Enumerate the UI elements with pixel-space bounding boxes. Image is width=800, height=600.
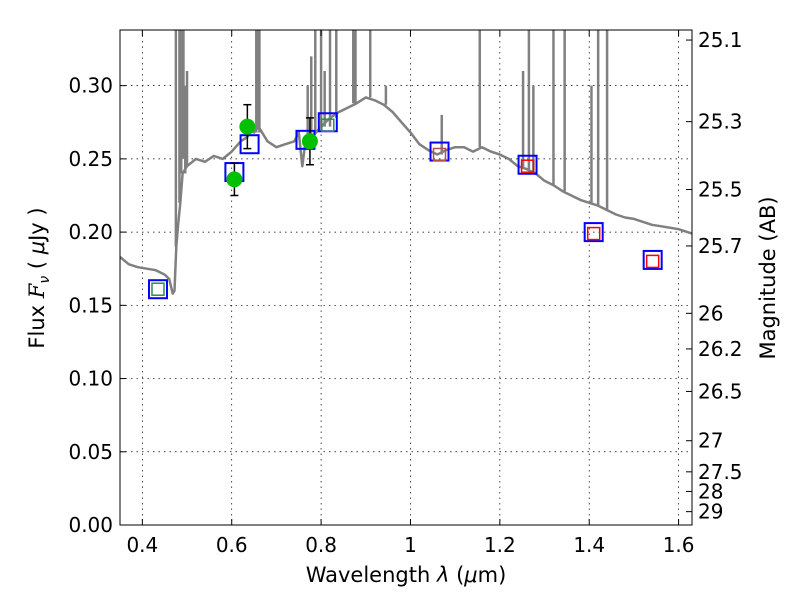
observed-point (226, 171, 243, 188)
y2-tick-label: 26.5 (698, 379, 743, 403)
y-tick-label: 0.15 (68, 293, 113, 317)
x-tick-label: 1 (404, 533, 417, 557)
y2-tick-label: 26.2 (698, 337, 743, 361)
x-axis-title: Wavelength λ (μm) (306, 563, 507, 587)
x-tick-label: 1.4 (573, 533, 605, 557)
y2-tick-label: 25.1 (698, 28, 743, 52)
y2-tick-label: 28 (698, 479, 723, 503)
axis-ticks: 0.4 0.6 0.8 1 1.2 1.4 1.6 0.00 0.05 0.10 0.15 0.20 0… (68, 28, 742, 557)
model-sed-layer (120, 96, 692, 295)
y-tick-label: 0.25 (68, 147, 113, 171)
x-tick-label: 0.8 (305, 533, 337, 557)
synthetic-point-inner (645, 254, 660, 269)
y2-tick-label: 26 (698, 301, 723, 325)
model-sed-line (120, 96, 692, 295)
synthetic-point-inner (586, 226, 601, 241)
y-tick-label: 0.10 (68, 367, 113, 391)
synthetic-point-inner (321, 118, 335, 132)
synthetic-point-blue (642, 249, 663, 270)
x-tick-label: 1.6 (663, 533, 695, 557)
photometry-layer (147, 103, 663, 300)
y2-tick-label: 25.3 (698, 110, 743, 134)
synthetic-point-blue (583, 222, 604, 243)
y-tick-label: 0.30 (68, 74, 113, 98)
synthetic-point-inner (151, 282, 165, 296)
synthetic-point-blue (147, 279, 168, 300)
x-tick-label: 0.6 (216, 533, 248, 557)
y-tick-label: 0.00 (68, 513, 113, 537)
y2-tick-label: 25.5 (698, 178, 743, 202)
y2-tick-label: 27.5 (698, 460, 743, 484)
y2-tick-label: 29 (698, 500, 723, 524)
synthetic-point-inner (520, 159, 535, 173)
x-tick-label: 1.2 (484, 533, 516, 557)
y2-tick-label: 27 (698, 429, 723, 453)
x-tick-label: 0.4 (126, 533, 158, 557)
emission-spike-layer (174, 30, 609, 247)
observed-point (239, 118, 256, 135)
plot-frame (119, 29, 693, 526)
y-axis-title: Flux Fν ( μJy ) (25, 207, 53, 348)
observed-point (301, 133, 318, 150)
synthetic-point-inner (432, 147, 447, 162)
y-tick-label: 0.20 (68, 220, 113, 244)
synthetic-point-blue (239, 134, 260, 155)
y2-axis-title: Magnitude (AB) (756, 196, 780, 359)
y2-tick-label: 25.7 (698, 234, 743, 258)
y-tick-label: 0.05 (68, 440, 113, 464)
synthetic-point-blue (517, 154, 538, 175)
